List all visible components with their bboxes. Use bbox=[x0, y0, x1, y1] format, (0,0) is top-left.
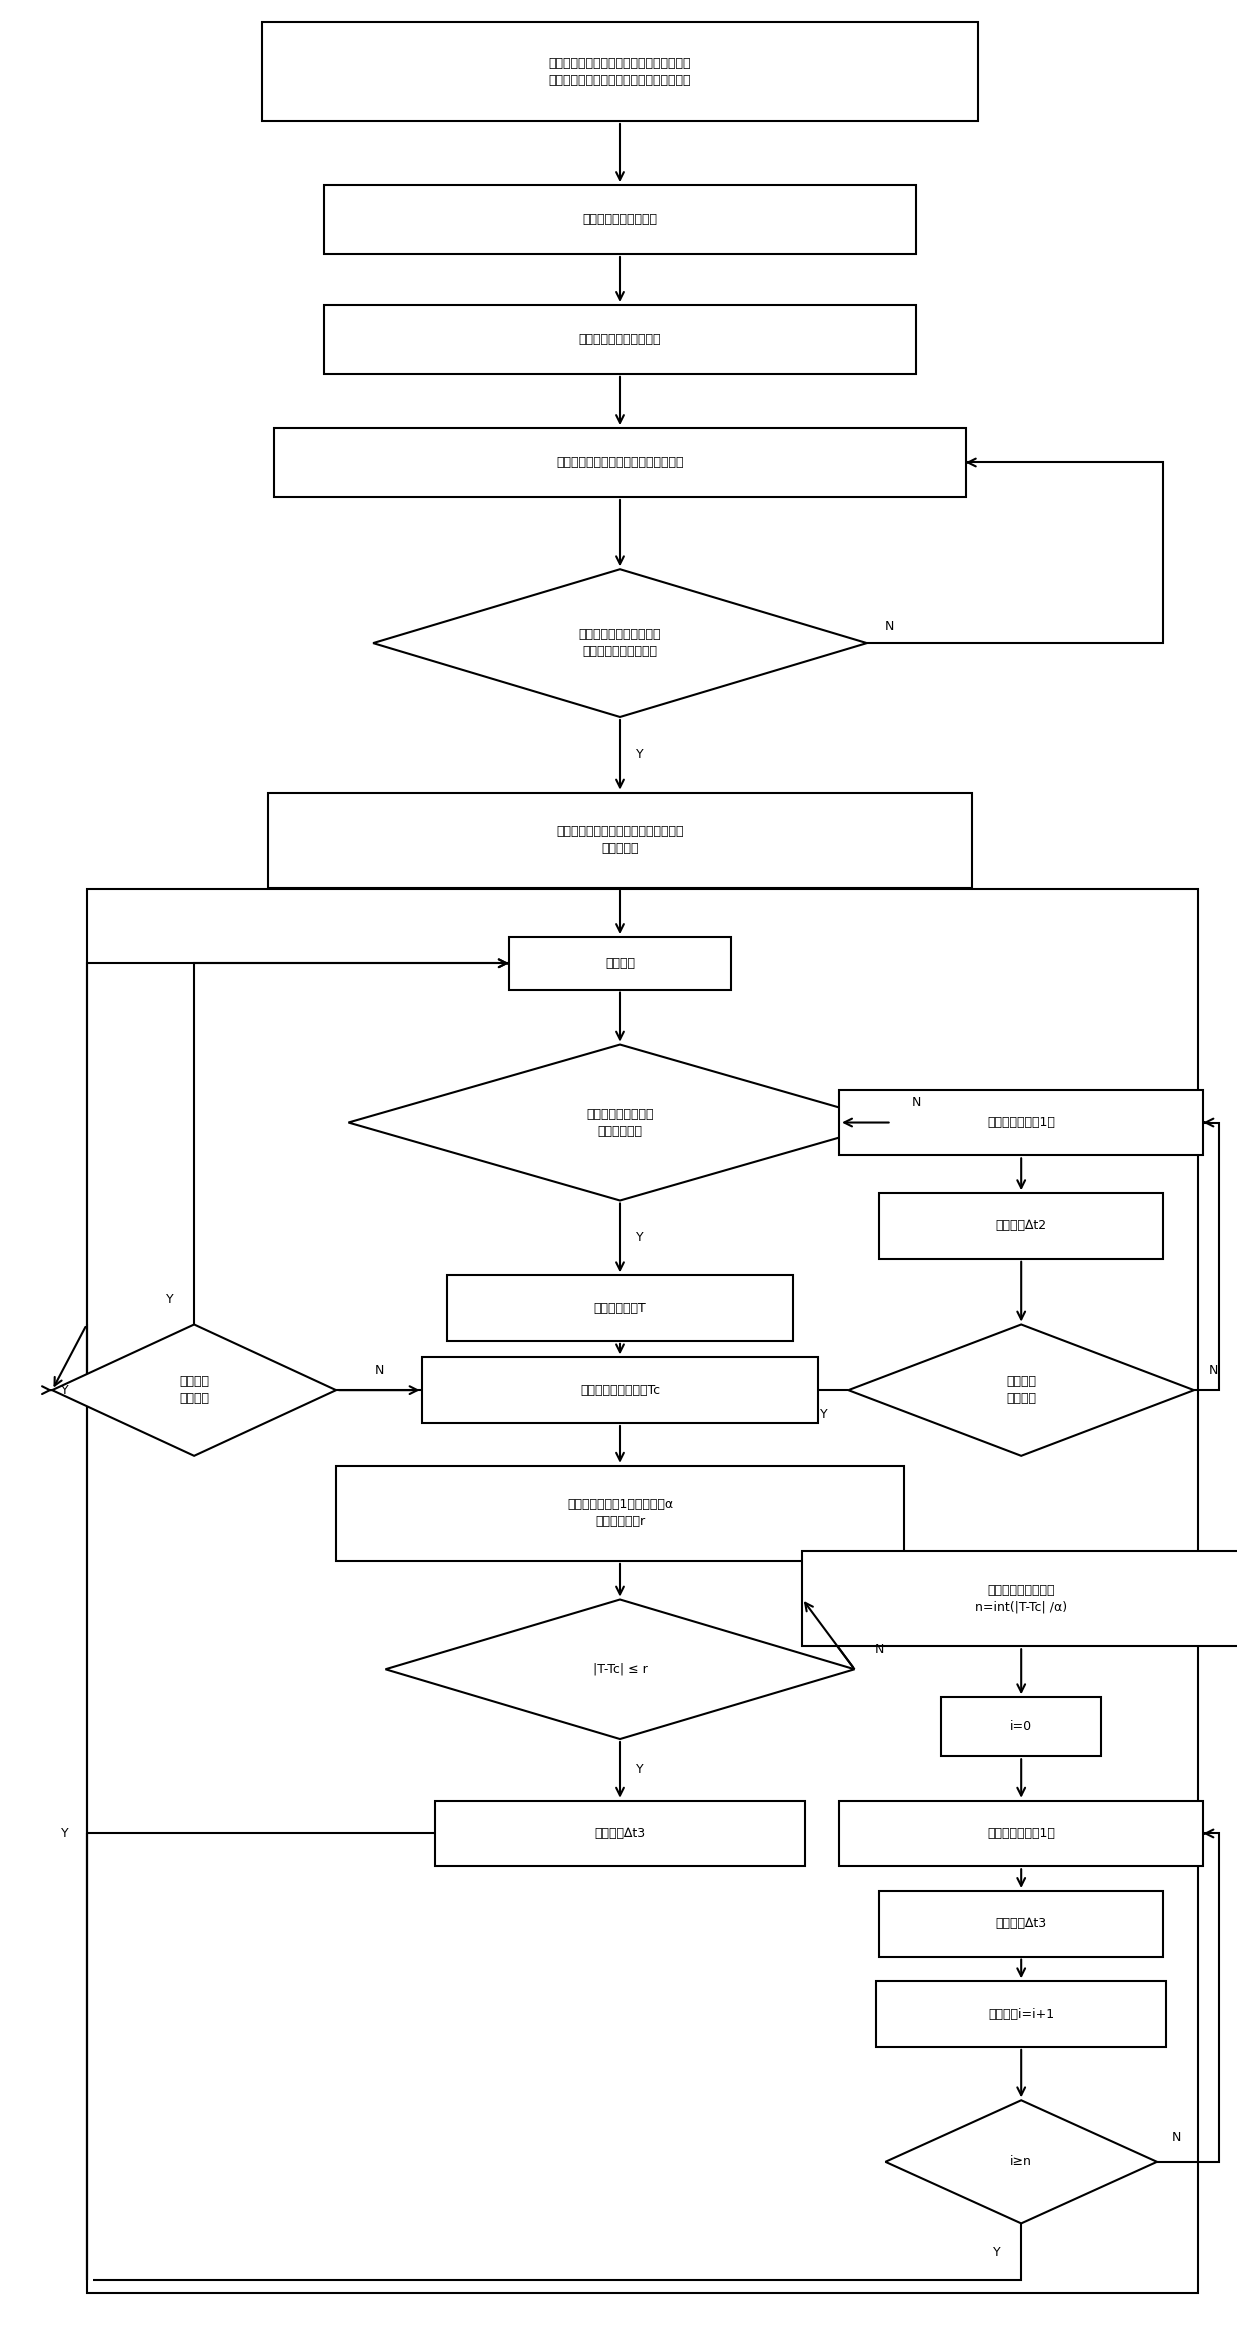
Text: 是否接收
控制信号: 是否接收 控制信号 bbox=[1006, 1374, 1037, 1405]
Text: 时间间隔∆t3: 时间间隔∆t3 bbox=[594, 1828, 646, 1839]
Text: 上单片机：判断输入的数
字信号是否有标志码；: 上单片机：判断输入的数 字信号是否有标志码； bbox=[579, 629, 661, 659]
Text: N: N bbox=[1172, 2131, 1182, 2143]
FancyBboxPatch shape bbox=[336, 1465, 904, 1561]
Text: Y: Y bbox=[61, 1384, 68, 1398]
FancyBboxPatch shape bbox=[839, 1799, 1203, 1867]
FancyBboxPatch shape bbox=[448, 1276, 792, 1341]
Text: Y: Y bbox=[636, 748, 644, 762]
Text: 电磁换向阀换向1次: 电磁换向阀换向1次 bbox=[987, 1828, 1055, 1839]
Text: 电磁换向阀换向1次: 电磁换向阀换向1次 bbox=[987, 1117, 1055, 1129]
Text: 获取工具面角T: 获取工具面角T bbox=[594, 1302, 646, 1313]
Text: i≥n: i≥n bbox=[1011, 2155, 1032, 2169]
FancyBboxPatch shape bbox=[324, 304, 916, 374]
Text: 陀螺仪测量工具面角Tc: 陀螺仪测量工具面角Tc bbox=[580, 1384, 660, 1398]
Text: 是否接收
控制信号: 是否接收 控制信号 bbox=[179, 1374, 210, 1405]
Text: N: N bbox=[884, 619, 894, 633]
FancyBboxPatch shape bbox=[268, 792, 972, 888]
Text: 循环次数i=i+1: 循环次数i=i+1 bbox=[988, 2007, 1054, 2022]
FancyBboxPatch shape bbox=[423, 1358, 817, 1423]
FancyBboxPatch shape bbox=[839, 1089, 1203, 1154]
FancyBboxPatch shape bbox=[274, 428, 966, 498]
Text: 电磁换向阀换向次数
n=int(|T-Tc| /α): 电磁换向阀换向次数 n=int(|T-Tc| /α) bbox=[975, 1584, 1068, 1613]
Text: N: N bbox=[911, 1096, 921, 1110]
Polygon shape bbox=[848, 1325, 1194, 1456]
FancyBboxPatch shape bbox=[879, 1891, 1163, 1956]
Polygon shape bbox=[373, 570, 867, 717]
FancyBboxPatch shape bbox=[941, 1697, 1101, 1757]
Text: 定向工具液压系统由泥浆通道与环空之间产
生的压差驱动，泥浆作为液压介质引入油路: 定向工具液压系统由泥浆通道与环空之间产 生的压差驱动，泥浆作为液压介质引入油路 bbox=[549, 56, 691, 86]
Text: Y: Y bbox=[636, 1764, 644, 1776]
Polygon shape bbox=[348, 1045, 892, 1201]
Text: 电磁换向阀换向1次调整角度α
工具面角精度r: 电磁换向阀换向1次调整角度α 工具面角精度r bbox=[567, 1498, 673, 1528]
Text: 时间间隔∆t3: 时间间隔∆t3 bbox=[996, 1916, 1047, 1930]
Text: 数模转换：将压力脉冲转换为数字信号: 数模转换：将压力脉冲转换为数字信号 bbox=[557, 456, 683, 470]
Text: 控制信号: 控制信号 bbox=[605, 956, 635, 970]
FancyBboxPatch shape bbox=[877, 1982, 1167, 2047]
Text: Y: Y bbox=[820, 1409, 827, 1421]
Text: Y: Y bbox=[61, 1828, 68, 1839]
FancyBboxPatch shape bbox=[802, 1552, 1240, 1645]
Polygon shape bbox=[885, 2101, 1157, 2222]
Text: N: N bbox=[1209, 1365, 1219, 1376]
Text: i=0: i=0 bbox=[1011, 1720, 1032, 1734]
Text: |T-Tc| ≤ r: |T-Tc| ≤ r bbox=[593, 1662, 647, 1676]
Polygon shape bbox=[386, 1599, 854, 1739]
Text: 滤波器：将干扰波形过滤: 滤波器：将干扰波形过滤 bbox=[579, 332, 661, 346]
FancyBboxPatch shape bbox=[508, 937, 732, 989]
Polygon shape bbox=[52, 1325, 336, 1456]
Text: Y: Y bbox=[993, 2246, 1001, 2260]
Text: 下单片机：判断控制
信号是否定向: 下单片机：判断控制 信号是否定向 bbox=[587, 1108, 653, 1138]
Text: 地面发射压力脉冲信号: 地面发射压力脉冲信号 bbox=[583, 213, 657, 227]
FancyBboxPatch shape bbox=[879, 1194, 1163, 1260]
Text: 时间间隔∆t2: 时间间隔∆t2 bbox=[996, 1220, 1047, 1232]
Text: N: N bbox=[874, 1643, 884, 1657]
Text: N: N bbox=[374, 1365, 384, 1376]
FancyBboxPatch shape bbox=[262, 23, 978, 122]
FancyBboxPatch shape bbox=[324, 185, 916, 255]
Text: Y: Y bbox=[166, 1292, 174, 1306]
FancyBboxPatch shape bbox=[435, 1799, 805, 1867]
Text: Y: Y bbox=[636, 1232, 644, 1243]
Text: 储存信号，记录时间，并将信号传输至
下单片机。: 储存信号，记录时间，并将信号传输至 下单片机。 bbox=[557, 825, 683, 855]
